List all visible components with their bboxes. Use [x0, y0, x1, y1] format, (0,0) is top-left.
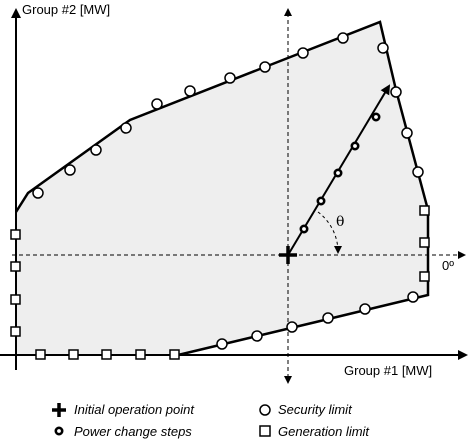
security-limit-marker	[286, 321, 298, 333]
security-limit-marker	[216, 338, 228, 350]
operating-region	[16, 22, 428, 355]
power-change-step-marker	[371, 112, 381, 122]
generation-limit-marker	[10, 326, 21, 337]
security-limit-marker	[359, 303, 371, 315]
zero-degree-label: 0º	[442, 258, 454, 273]
generation-limit-marker	[169, 349, 180, 360]
security-limit-marker	[224, 72, 236, 84]
generation-limit-marker	[10, 261, 21, 272]
angle-label: θ	[336, 214, 345, 230]
power-change-step-marker	[333, 168, 343, 178]
legend-label-security-limit: Security limit	[278, 402, 352, 417]
power-change-step-marker	[316, 196, 326, 206]
initial-operation-point	[279, 246, 297, 264]
generation-limit-marker	[135, 349, 146, 360]
security-limit-marker	[297, 47, 309, 59]
legend-symbol-security-limit	[259, 404, 271, 416]
power-change-step-markers	[299, 112, 381, 234]
generation-limit-markers	[10, 205, 430, 360]
security-limit-marker	[407, 291, 419, 303]
y-axis-label: Group #2 [MW]	[22, 2, 111, 17]
security-limit-marker	[151, 98, 163, 110]
security-limit-markers	[32, 32, 424, 350]
generation-limit-marker	[419, 271, 430, 282]
security-limit-marker	[337, 32, 349, 44]
security-limit-marker	[259, 61, 271, 73]
generation-limit-marker	[419, 237, 430, 248]
generation-limit-marker	[10, 229, 21, 240]
legend-symbol-generation-limit	[259, 425, 271, 437]
legend-label-power-change-steps: Power change steps	[74, 424, 192, 439]
legend-label-generation-limit: Generation limit	[278, 424, 370, 439]
security-limit-marker	[184, 85, 196, 97]
generation-limit-marker	[101, 349, 112, 360]
security-limit-marker	[322, 312, 334, 324]
generation-limit-marker	[10, 294, 21, 305]
power-change-step-marker	[299, 224, 309, 234]
generation-limit-marker	[68, 349, 79, 360]
angle-arc	[317, 211, 342, 254]
generation-limit-marker	[419, 205, 430, 216]
security-limit-marker	[64, 164, 76, 176]
security-limit-marker	[401, 127, 413, 139]
legend-symbol-initial-point	[52, 403, 66, 417]
security-limit-marker	[90, 144, 102, 156]
legend-symbol-power-change-steps	[54, 426, 64, 436]
security-limit-marker	[390, 86, 402, 98]
legend-label-initial-point: Initial operation point	[74, 402, 194, 417]
power-change-step-marker	[350, 141, 360, 151]
security-limit-marker	[251, 330, 263, 342]
security-limit-marker	[120, 122, 132, 134]
security-limit-marker	[412, 166, 424, 178]
generation-limit-marker	[35, 349, 46, 360]
security-limit-marker	[377, 42, 389, 54]
security-limit-marker	[32, 187, 44, 199]
region-boundary	[14, 20, 430, 357]
x-axis-label: Group #1 [MW]	[344, 363, 433, 378]
